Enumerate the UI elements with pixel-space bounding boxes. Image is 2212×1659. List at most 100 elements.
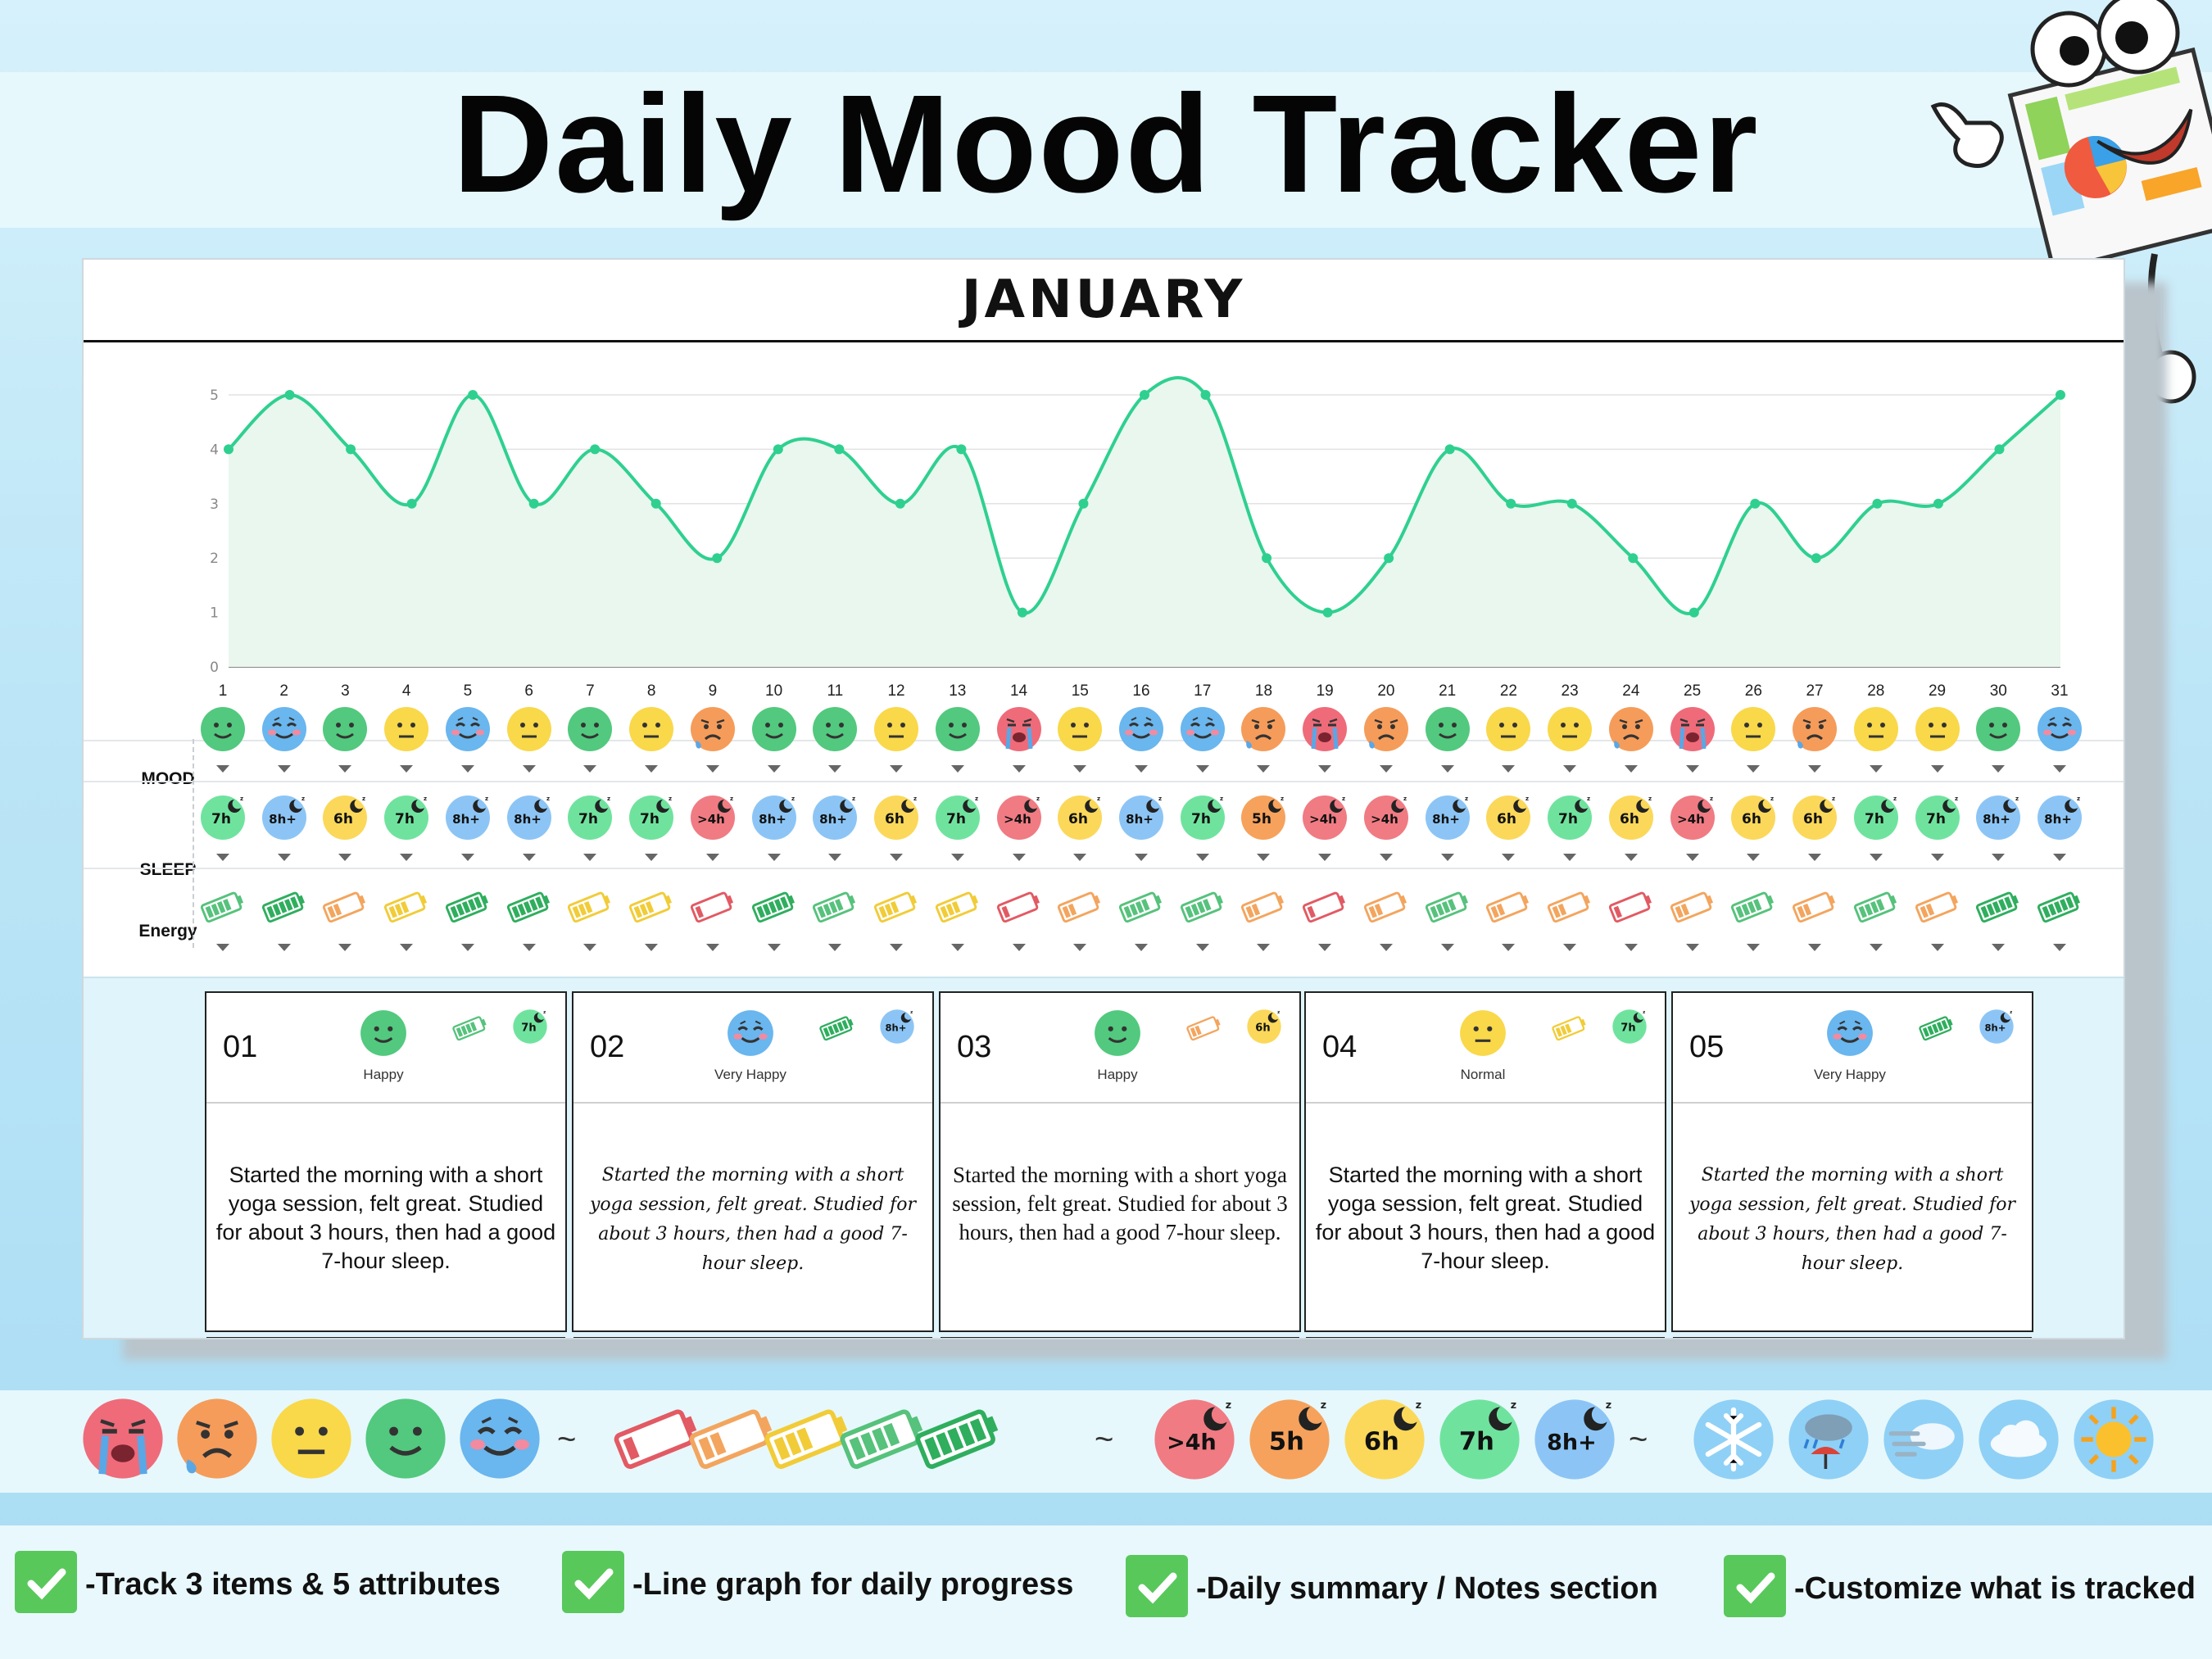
battery-icon[interactable] [872,883,921,932]
battery-icon[interactable] [505,883,554,932]
dropdown-caret-icon[interactable] [1624,854,1638,861]
dropdown-caret-icon[interactable] [460,944,474,951]
mood-face-icon[interactable] [1178,705,1227,754]
dropdown-caret-icon[interactable] [1195,944,1209,951]
battery-icon[interactable] [320,883,369,932]
sleep-badge-icon[interactable]: z 7h [382,793,431,842]
dropdown-caret-icon[interactable] [1195,854,1209,861]
dropdown-caret-icon[interactable] [1135,944,1148,951]
battery-icon[interactable] [2035,883,2084,932]
dropdown-caret-icon[interactable] [1012,854,1026,861]
sleep-badge-icon[interactable]: z 8h+ [1974,793,2023,842]
mood-face-icon[interactable] [2035,705,2084,754]
dropdown-caret-icon[interactable] [1685,765,1699,773]
note-card[interactable]: 05 Very Happy z 8h+ Started the morning w… [1671,991,2033,1338]
sleep-badge-icon[interactable]: z >4h [1362,793,1411,842]
mood-face-icon[interactable] [1729,705,1778,754]
dropdown-caret-icon[interactable] [2053,944,2066,951]
dropdown-caret-icon[interactable] [1808,944,1822,951]
dropdown-caret-icon[interactable] [1379,854,1393,861]
dropdown-caret-icon[interactable] [1747,765,1761,773]
dropdown-caret-icon[interactable] [1992,765,2006,773]
dropdown-caret-icon[interactable] [1992,944,2006,951]
dropdown-caret-icon[interactable] [767,854,781,861]
dropdown-caret-icon[interactable] [583,765,597,773]
mood-face-icon[interactable] [810,705,859,754]
battery-icon[interactable] [198,883,247,932]
sleep-badge-icon[interactable]: z 7h [1178,793,1227,842]
sleep-badge-icon[interactable]: z 7h [565,793,614,842]
dropdown-caret-icon[interactable] [522,944,536,951]
mood-face-icon[interactable] [1607,705,1656,754]
sleep-badge-icon[interactable]: z 7h [1852,793,1901,842]
dropdown-caret-icon[interactable] [1747,854,1761,861]
dropdown-caret-icon[interactable] [828,765,842,773]
sleep-badge-icon[interactable]: z 6h [1484,793,1533,842]
dropdown-caret-icon[interactable] [400,854,414,861]
dropdown-caret-icon[interactable] [1563,854,1577,861]
mood-face-icon[interactable] [688,705,737,754]
dropdown-caret-icon[interactable] [1257,854,1271,861]
dropdown-caret-icon[interactable] [645,854,659,861]
dropdown-caret-icon[interactable] [645,944,659,951]
dropdown-caret-icon[interactable] [1624,944,1638,951]
dropdown-caret-icon[interactable] [1992,854,2006,861]
dropdown-caret-icon[interactable] [1930,944,1944,951]
mood-face-icon[interactable] [995,705,1044,754]
dropdown-caret-icon[interactable] [400,765,414,773]
dropdown-caret-icon[interactable] [705,765,719,773]
battery-icon[interactable] [1545,883,1594,932]
dropdown-caret-icon[interactable] [1257,765,1271,773]
mood-face-icon[interactable] [260,705,309,754]
dropdown-caret-icon[interactable] [1930,765,1944,773]
sleep-badge-icon[interactable]: z 8h+ [1117,793,1166,842]
dropdown-caret-icon[interactable] [583,854,597,861]
dropdown-caret-icon[interactable] [767,944,781,951]
dropdown-caret-icon[interactable] [460,854,474,861]
battery-icon[interactable] [1484,883,1533,932]
dropdown-caret-icon[interactable] [1440,944,1454,951]
dropdown-caret-icon[interactable] [1135,765,1148,773]
dropdown-caret-icon[interactable] [1502,765,1516,773]
battery-icon[interactable] [1178,883,1227,932]
dropdown-caret-icon[interactable] [1318,765,1332,773]
mood-face-icon[interactable] [1055,705,1104,754]
dropdown-caret-icon[interactable] [828,944,842,951]
note-card[interactable]: 04 Normal z 7h Started the morning with a… [1304,991,1666,1338]
mood-face-icon[interactable] [1362,705,1411,754]
dropdown-caret-icon[interactable] [1869,854,1883,861]
sleep-badge-icon[interactable]: z 7h [1913,793,1962,842]
battery-icon[interactable] [1117,883,1166,932]
mood-face-icon[interactable] [1545,705,1594,754]
dropdown-caret-icon[interactable] [1685,854,1699,861]
dropdown-caret-icon[interactable] [1869,944,1883,951]
sleep-badge-icon[interactable]: z 6h [1729,793,1778,842]
dropdown-caret-icon[interactable] [1502,854,1516,861]
mood-face-icon[interactable] [382,705,431,754]
note-text[interactable]: Started the morning with a short yoga se… [590,1165,916,1274]
dropdown-caret-icon[interactable] [583,944,597,951]
dropdown-caret-icon[interactable] [1318,944,1332,951]
dropdown-caret-icon[interactable] [1563,765,1577,773]
sleep-badge-icon[interactable]: z 7h [198,793,247,842]
dropdown-caret-icon[interactable] [277,765,291,773]
battery-icon[interactable] [688,883,737,932]
note-text[interactable]: Started the morning with a short yoga se… [215,1163,556,1273]
mood-face-icon[interactable] [1423,705,1472,754]
sleep-badge-icon[interactable]: z 6h [320,793,369,842]
mood-face-icon[interactable] [1484,705,1533,754]
dropdown-caret-icon[interactable] [890,944,904,951]
dropdown-caret-icon[interactable] [1073,854,1087,861]
battery-icon[interactable] [933,883,982,932]
mood-face-icon[interactable] [1300,705,1349,754]
sleep-badge-icon[interactable]: z 7h [627,793,676,842]
dropdown-caret-icon[interactable] [1379,944,1393,951]
dropdown-caret-icon[interactable] [338,944,352,951]
battery-icon[interactable] [1362,883,1411,932]
sleep-badge-icon[interactable]: z 6h [872,793,921,842]
mood-face-icon[interactable] [872,705,921,754]
battery-icon[interactable] [260,883,309,932]
mood-face-icon[interactable] [1790,705,1839,754]
battery-icon[interactable] [1852,883,1901,932]
note-text[interactable]: Started the morning with a short yoga se… [952,1163,1288,1244]
